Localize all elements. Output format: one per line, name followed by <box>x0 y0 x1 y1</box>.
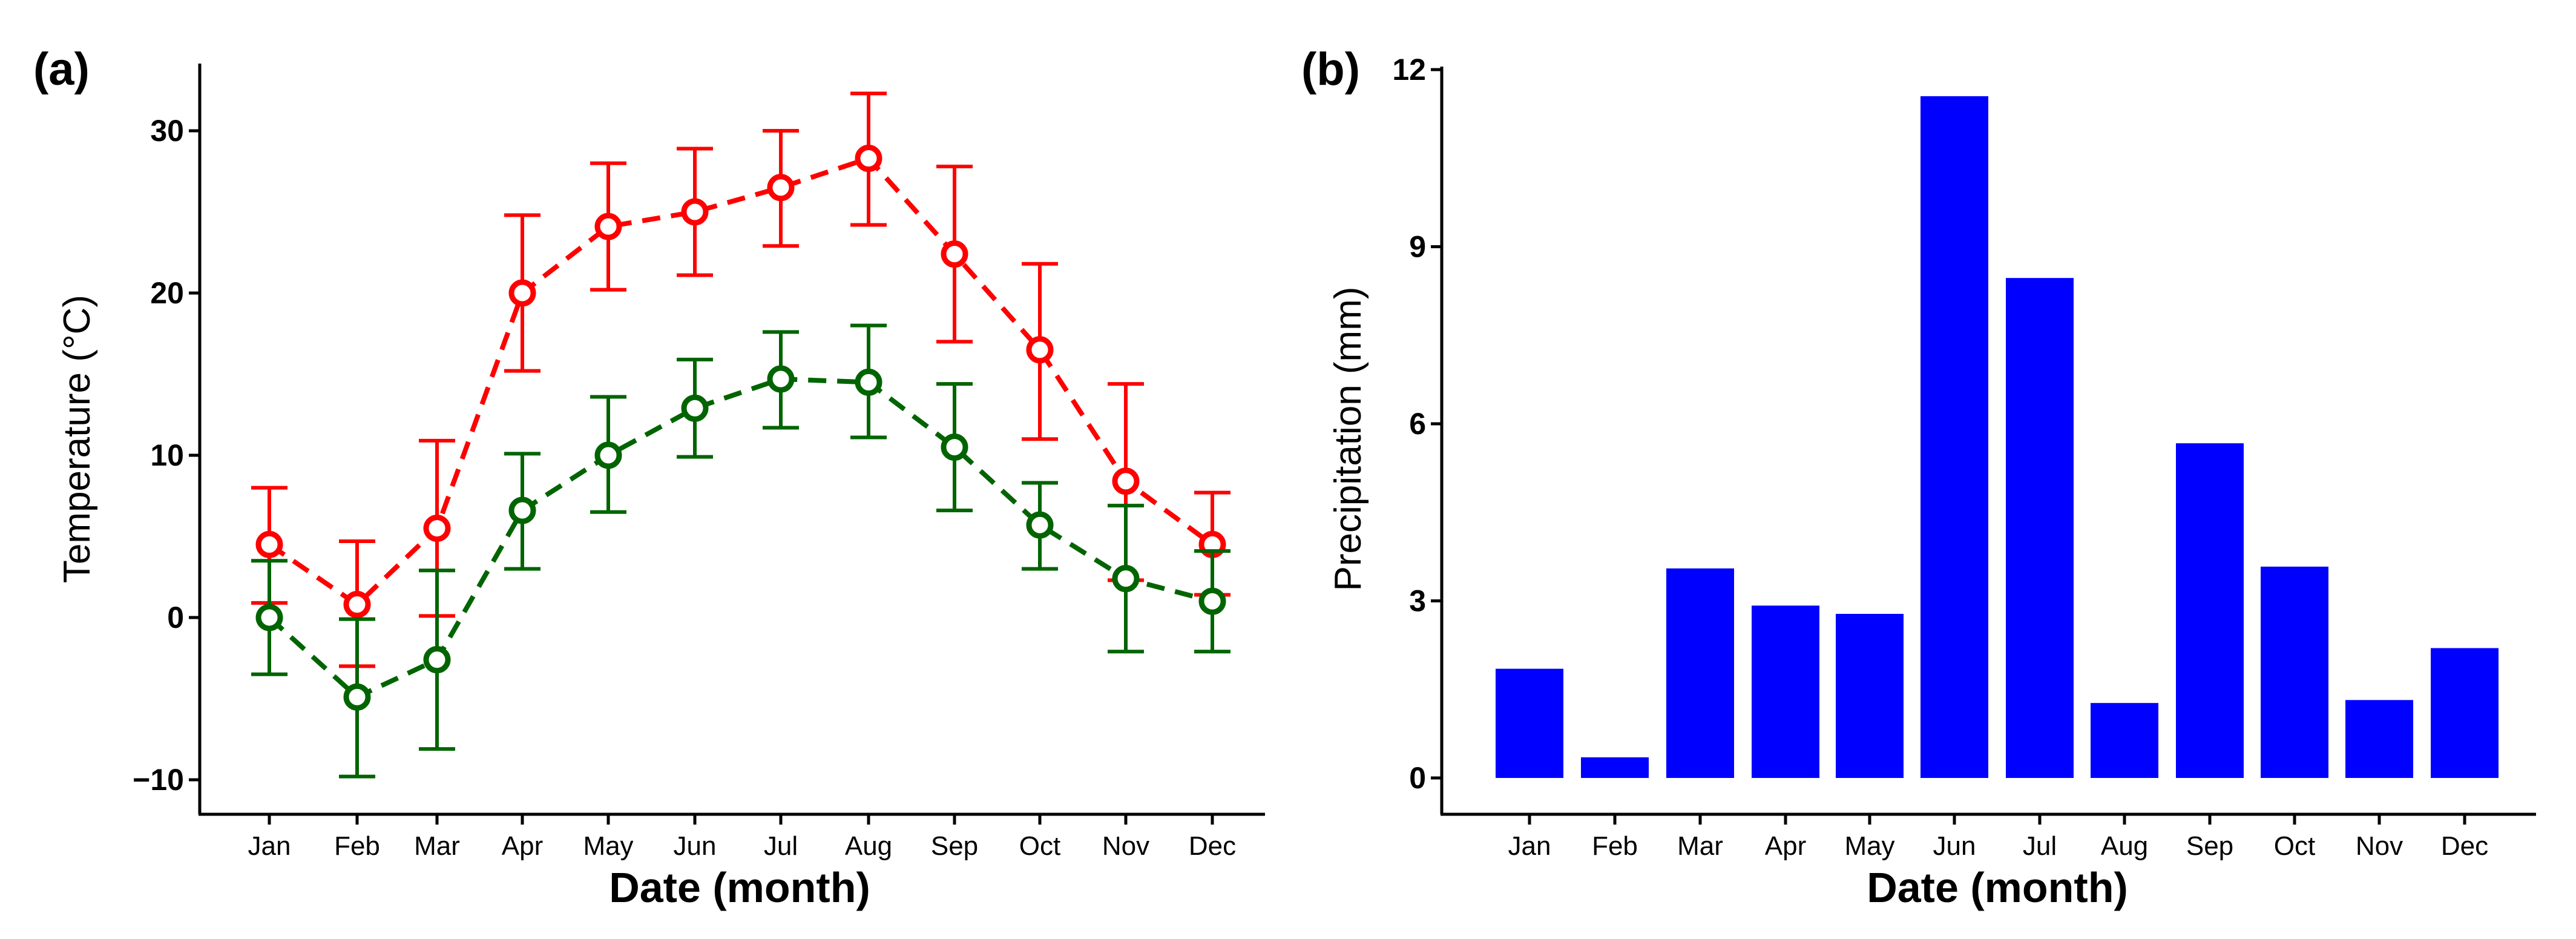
bar-nov <box>2345 700 2413 778</box>
panel-b-x-axis-title: Date (month) <box>1867 864 2128 911</box>
y-tick-label: −10 <box>133 763 184 797</box>
data-point <box>941 240 968 268</box>
panel-a-y-ticks: −10 0 10 20 30 <box>133 114 200 797</box>
data-point <box>681 198 709 226</box>
series-line <box>268 155 1214 608</box>
panel-b-y-ticks: 0 3 6 9 12 <box>1392 53 1442 795</box>
data-point <box>855 368 882 396</box>
data-point <box>343 683 371 711</box>
x-tick-label: Oct <box>2274 831 2315 861</box>
panel-b-bars <box>1496 96 2499 778</box>
bar-may <box>1836 613 1904 778</box>
x-tick-label: Jul <box>2023 831 2057 861</box>
data-point <box>855 145 882 173</box>
data-point <box>255 530 283 558</box>
y-tick-label: 12 <box>1392 53 1426 87</box>
series-0 <box>251 91 1230 668</box>
data-point <box>767 174 795 202</box>
bar-sep <box>2176 443 2244 778</box>
y-tick-label: 20 <box>150 276 184 310</box>
x-tick-label: Apr <box>1765 831 1806 861</box>
data-point <box>767 365 795 393</box>
x-tick-label: Jun <box>1933 831 1976 861</box>
x-tick-label: Sep <box>931 831 978 861</box>
x-tick-label: Mar <box>414 831 460 861</box>
bar-jul <box>2006 278 2074 778</box>
data-point <box>343 591 371 619</box>
series-line <box>268 377 1214 700</box>
data-point <box>1112 565 1140 593</box>
bar-dec <box>2431 648 2499 778</box>
panel-b-label: (b) <box>1301 44 1360 95</box>
y-tick-label: 0 <box>167 601 184 634</box>
series-1 <box>251 323 1230 779</box>
y-tick-label: 10 <box>150 438 184 472</box>
y-tick-label: 9 <box>1409 230 1426 264</box>
x-tick-label: Nov <box>2356 831 2403 861</box>
bar-jun <box>1920 96 1988 778</box>
x-tick-label: Dec <box>1189 831 1236 861</box>
panel-a-temperature-chart: (a) −10 0 10 20 30 Jan Feb Mar Apr May Jun Jul Aug S… <box>33 44 1265 911</box>
y-tick-label: 30 <box>150 114 184 148</box>
panel-a-series <box>251 91 1230 779</box>
data-point <box>508 279 536 307</box>
data-point <box>508 496 536 524</box>
x-tick-label: Sep <box>2186 831 2233 861</box>
x-tick-label: Jul <box>764 831 798 861</box>
bar-aug <box>2091 703 2158 778</box>
data-point <box>594 213 622 240</box>
x-tick-label: Jun <box>674 831 717 861</box>
bar-apr <box>1752 605 1819 778</box>
x-tick-label: Mar <box>1677 831 1723 861</box>
data-point <box>681 394 709 422</box>
y-tick-label: 0 <box>1409 761 1426 795</box>
panel-b-x-ticks: Jan Feb Mar Apr May Jun Jul Aug Sep Oct Nov Dec <box>1508 814 2488 861</box>
x-tick-label: Nov <box>1102 831 1149 861</box>
x-tick-label: Feb <box>334 831 380 861</box>
x-tick-label: Feb <box>1592 831 1638 861</box>
y-tick-label: 6 <box>1409 407 1426 441</box>
data-point <box>1198 587 1226 615</box>
bar-jan <box>1496 668 1563 778</box>
bar-oct <box>2261 566 2328 778</box>
data-point <box>1112 467 1140 495</box>
data-point <box>255 604 283 631</box>
data-point <box>423 515 451 542</box>
x-tick-label: Aug <box>845 831 892 861</box>
x-tick-label: Aug <box>2101 831 2148 861</box>
panel-a-label: (a) <box>33 44 90 95</box>
x-tick-label: Jan <box>1508 831 1551 861</box>
data-point <box>941 433 968 461</box>
y-tick-label: 3 <box>1409 584 1426 618</box>
panel-a-x-ticks: Jan Feb Mar Apr May Jun Jul Aug Sep Oct Nov Dec <box>248 814 1236 861</box>
x-tick-label: May <box>583 831 633 861</box>
data-point <box>1026 336 1054 364</box>
data-point <box>1026 511 1054 539</box>
panel-a-x-axis-title: Date (month) <box>609 864 870 911</box>
data-point <box>594 441 622 469</box>
bar-feb <box>1581 757 1649 778</box>
x-tick-label: Apr <box>502 831 543 861</box>
x-tick-label: Jan <box>248 831 291 861</box>
panel-a-y-axis-title: Temperature (°C) <box>56 295 98 583</box>
panel-b-precipitation-chart: (b) 0 3 6 9 12 Jan Feb Mar Apr May Jun Jul Aug Sep Oc… <box>1301 44 2536 911</box>
x-tick-label: May <box>1844 831 1894 861</box>
x-tick-label: Dec <box>2441 831 2488 861</box>
data-point <box>423 646 451 674</box>
x-tick-label: Oct <box>1019 831 1060 861</box>
bar-mar <box>1666 568 1734 778</box>
panel-b-y-axis-title: Precipitation (mm) <box>1327 287 1369 591</box>
